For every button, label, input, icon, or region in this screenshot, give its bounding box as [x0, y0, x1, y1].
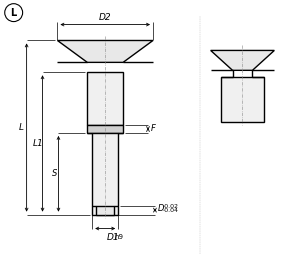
Polygon shape — [96, 206, 114, 215]
Text: -0.04: -0.04 — [163, 208, 179, 213]
Polygon shape — [211, 50, 274, 70]
Polygon shape — [87, 72, 123, 125]
Text: L: L — [19, 123, 24, 132]
Polygon shape — [87, 125, 123, 133]
Text: -0.02: -0.02 — [163, 204, 179, 209]
Text: F: F — [151, 124, 156, 133]
Polygon shape — [57, 40, 153, 62]
Text: S: S — [52, 169, 57, 178]
Text: D1: D1 — [107, 234, 120, 242]
Text: L: L — [10, 8, 17, 18]
Text: h9: h9 — [114, 234, 123, 241]
Text: D2: D2 — [99, 13, 111, 22]
Polygon shape — [92, 133, 118, 215]
Polygon shape — [221, 77, 265, 122]
Text: L1: L1 — [33, 139, 44, 148]
Text: D: D — [158, 204, 164, 212]
